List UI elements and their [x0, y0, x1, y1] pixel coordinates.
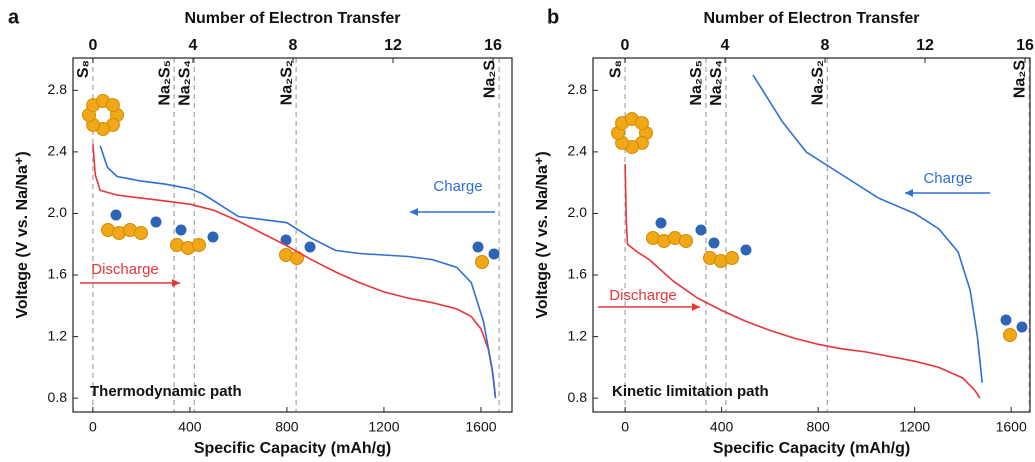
y-tick-label: 2.8 — [48, 81, 68, 97]
sodium-atom — [740, 244, 752, 256]
sodium-atom — [110, 209, 122, 221]
x-tick-label: 1200 — [899, 419, 930, 435]
data-line — [624, 164, 981, 399]
sodium-atom — [304, 241, 316, 253]
data-line — [752, 74, 983, 383]
plot-frame — [592, 57, 1031, 413]
phase-label: S₈ — [607, 60, 624, 78]
sulfur-atom — [725, 251, 739, 265]
panel-annotation: Kinetic limitation path — [612, 383, 769, 400]
x2-tick-label: 8 — [289, 37, 298, 54]
sodium-atom — [695, 224, 707, 236]
sodium-atom — [1016, 321, 1028, 333]
y-tick-label: 0.8 — [48, 389, 68, 405]
x2-tick-label: 16 — [1016, 37, 1034, 54]
phase-label: Na₂S₄ — [176, 60, 193, 106]
y-tick-label: 2.4 — [568, 143, 588, 159]
arrow-head — [905, 189, 913, 197]
x2-axis-label: Number of Electron Transfer — [184, 10, 400, 27]
series-label: Charge — [433, 178, 482, 195]
x-tick-label: 400 — [178, 419, 202, 435]
x2-tick-label: 12 — [916, 37, 934, 54]
x2-tick-label: 4 — [721, 37, 730, 54]
sodium-atom — [708, 237, 720, 249]
sulfur-atom — [679, 234, 693, 248]
y-tick-label: 1.6 — [48, 266, 68, 282]
x2-tick-label: 12 — [384, 37, 402, 54]
sodium-atom — [150, 216, 162, 228]
arrow-head — [692, 303, 700, 311]
y-axis-label: Voltage (V vs. Na/Na⁺) — [534, 151, 551, 318]
x2-tick-label: 0 — [89, 37, 98, 54]
phase-label: Na₂S₄ — [708, 60, 725, 106]
sodium-atom — [488, 248, 500, 260]
sulfur-atom — [475, 255, 489, 269]
x-tick-label: 400 — [710, 419, 734, 435]
data-line — [99, 145, 497, 399]
phase-label: Na₂S — [481, 60, 498, 99]
y-tick-label: 0.8 — [568, 389, 588, 405]
panel-letter: a — [8, 6, 20, 28]
phase-label: Na₂S₂ — [810, 60, 827, 105]
y-tick-label: 1.2 — [48, 327, 68, 343]
panel: S₈ Na₂S₅ Na₂S₄ Na₂S₂ Na₂S 0.8 1.2 1.6 2.0 2.4 2.8 0… — [534, 6, 1034, 457]
y-axis-label: Voltage (V vs. Na/Na⁺) — [14, 151, 31, 318]
x-tick-label: 1600 — [996, 419, 1027, 435]
x2-axis-label: Number of Electron Transfer — [703, 10, 919, 27]
sodium-atom — [1000, 314, 1012, 326]
panel-letter: b — [547, 6, 559, 28]
phase-label: Na₂S — [1011, 60, 1028, 99]
sodium-atom — [472, 241, 484, 253]
x-tick-label: 800 — [806, 419, 830, 435]
y-tick-label: 2.4 — [48, 143, 68, 159]
y-tick-label: 2.0 — [568, 204, 588, 220]
phase-label: Na₂S₅ — [688, 60, 705, 106]
sodium-atom — [655, 217, 667, 229]
x-axis-label: Specific Capacity (mAh/g) — [194, 440, 391, 457]
x-tick-label: 0 — [621, 419, 629, 435]
y-tick-label: 2.8 — [568, 81, 588, 97]
sodium-atom — [280, 234, 292, 246]
sulfur-atom — [105, 98, 120, 113]
y-tick-label: 1.6 — [568, 266, 588, 282]
panel-annotation: Thermodynamic path — [90, 383, 242, 400]
phase-label: Na₂S₂ — [278, 60, 295, 105]
arrow-head — [172, 279, 180, 287]
phase-label: S₈ — [75, 60, 92, 78]
series-label: Discharge — [609, 287, 677, 304]
series-label: Charge — [923, 170, 972, 187]
x-tick-label: 1200 — [368, 419, 399, 435]
x2-tick-label: 8 — [821, 37, 830, 54]
arrow-head — [410, 208, 418, 216]
data-line — [92, 144, 497, 399]
x-tick-label: 0 — [89, 419, 97, 435]
x2-tick-label: 0 — [621, 37, 630, 54]
x-tick-label: 1600 — [465, 419, 496, 435]
sulfur-atom — [634, 116, 649, 131]
panel: S₈ Na₂S₅ Na₂S₄ Na₂S₂ Na₂S 0.8 1.2 1.6 2.0 2.4 2.8 0… — [8, 6, 513, 457]
x-tick-label: 800 — [275, 419, 299, 435]
sodium-atom — [207, 231, 219, 243]
series-label: Discharge — [91, 261, 159, 278]
sulfur-atom — [192, 238, 206, 252]
x-axis-label: Specific Capacity (mAh/g) — [713, 440, 910, 457]
sodium-atom — [175, 224, 187, 236]
x2-tick-label: 4 — [189, 37, 198, 54]
y-tick-label: 1.2 — [568, 327, 588, 343]
sulfur-atom — [134, 226, 148, 240]
y-tick-label: 2.0 — [48, 204, 68, 220]
phase-label: Na₂S₅ — [156, 60, 173, 106]
sulfur-atom — [1003, 328, 1017, 342]
x2-tick-label: 16 — [484, 37, 502, 54]
